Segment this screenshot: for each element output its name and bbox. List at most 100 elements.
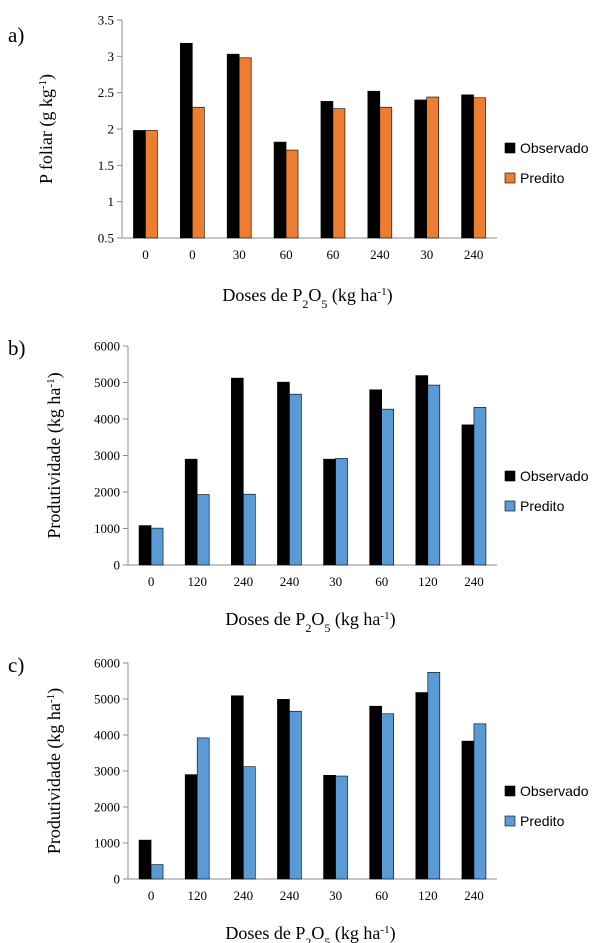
y-tick-label: 3000 [94, 764, 120, 779]
x-axis-title-part: ) [390, 609, 396, 630]
bar-observado-4 [323, 775, 336, 880]
y-axis-title-tail: ) [44, 372, 65, 378]
legend-swatch-predito [504, 500, 516, 512]
bar-predito-2 [238, 57, 252, 239]
bar-predito-7 [473, 407, 487, 566]
x-axis-title-part: O [311, 923, 324, 943]
legend-label-observado: Observado [520, 783, 589, 799]
y-tick-label: 3 [108, 49, 115, 64]
x-tick-label: 240 [280, 574, 300, 589]
bar-observado-4 [323, 458, 336, 566]
bar-observado-0 [138, 839, 152, 880]
bar-observado-6 [415, 692, 429, 880]
chart-panel-b: b) 0 1000 2000 3000 4000 5000 6000 0 120 240 240 30 6… [8, 336, 589, 635]
x-axis-title-sub: 2 [305, 935, 311, 943]
x-axis-title-part: (kg ha [327, 285, 377, 306]
bar-observado-4 [320, 101, 334, 239]
x-axis-title-part: O [308, 285, 321, 305]
x-tick-label: 120 [418, 888, 438, 903]
legend-label-predito: Predito [520, 170, 565, 186]
y-tick-label: 2000 [94, 800, 120, 815]
y-tick-label: 6000 [94, 339, 120, 354]
x-axis-title: Doses de P2O5 (kg ha-1) [222, 285, 392, 311]
panel-label: a) [8, 23, 24, 47]
bar-predito-6 [427, 672, 441, 880]
x-tick-label: 0 [148, 888, 155, 903]
x-tick-label: 0 [189, 247, 196, 262]
y-axis-title-main: P foliar (g kg [36, 89, 57, 184]
x-tick-label: 120 [418, 574, 438, 589]
bar-observado-7 [461, 424, 475, 566]
x-axis-title-sub: 5 [324, 621, 330, 635]
bar-predito-0 [150, 527, 164, 566]
bar-predito-2 [243, 493, 256, 566]
legend-swatch-predito [504, 815, 516, 827]
legend-swatch-observado [504, 470, 516, 482]
chart-panel-c: c) 0 1000 2000 3000 4000 5000 6000 0 120 240 240 30 6… [8, 653, 589, 943]
x-tick-label: 240 [280, 888, 300, 903]
y-tick-label: 1000 [94, 836, 120, 851]
x-tick-label: 240 [234, 574, 254, 589]
bar-predito-5 [381, 408, 394, 566]
x-tick-label: 30 [420, 247, 433, 262]
bar-predito-1 [196, 737, 210, 880]
x-tick-label: 30 [329, 574, 342, 589]
bar-predito-3 [285, 149, 299, 239]
x-tick-label: 60 [326, 247, 339, 262]
x-axis-title-part: Doses de P [222, 285, 302, 305]
y-axis-title-main: Produtividade (kg ha [44, 388, 65, 539]
x-tick-label: 120 [187, 888, 207, 903]
legend-label-predito: Predito [520, 498, 565, 514]
x-axis-title-sup: -1 [380, 610, 389, 622]
y-axis-title-sup: -1 [45, 378, 57, 387]
y-tick-label: 0 [114, 872, 121, 887]
x-axis-title-part: Doses de P [225, 923, 305, 943]
legend-label-observado: Observado [520, 468, 589, 484]
y-tick-label: 1 [108, 194, 115, 209]
legend-swatch-predito [504, 172, 516, 184]
bar-observado-3 [277, 381, 290, 566]
x-tick-label: 60 [280, 247, 293, 262]
bar-observado-5 [369, 389, 382, 566]
x-axis-title-sub: 2 [305, 621, 311, 635]
x-tick-label: 30 [329, 888, 342, 903]
x-axis-title-part: (kg ha [330, 609, 380, 630]
legend-label-observado: Observado [520, 140, 589, 156]
x-tick-label: 0 [142, 247, 149, 262]
x-axis-title: Doses de P2O5 (kg ha-1) [225, 923, 395, 943]
bar-predito-1 [192, 106, 205, 239]
bar-observado-5 [367, 90, 381, 239]
bar-predito-4 [335, 775, 348, 880]
x-tick-label: 240 [464, 888, 484, 903]
bar-predito-7 [473, 97, 486, 239]
x-tick-label: 240 [464, 574, 484, 589]
y-tick-label: 5000 [94, 375, 120, 390]
panel-label: b) [8, 336, 26, 360]
bar-observado-6 [414, 99, 427, 239]
bar-predito-4 [335, 458, 348, 566]
panel-label: c) [8, 653, 24, 677]
y-tick-label: 0 [114, 558, 121, 573]
x-axis-title-part: Doses de P [225, 609, 305, 629]
x-axis-title-part: (kg ha [330, 923, 380, 943]
x-tick-label: 240 [370, 247, 390, 262]
y-axis-title-tail: ) [36, 74, 57, 80]
bar-observado-0 [133, 130, 146, 239]
bar-predito-6 [426, 96, 439, 239]
x-axis-title-sub: 5 [321, 297, 327, 311]
y-tick-label: 3000 [94, 448, 120, 463]
x-tick-label: 30 [233, 247, 246, 262]
bar-predito-5 [379, 106, 393, 239]
legend-label-predito: Predito [520, 813, 565, 829]
bar-observado-2 [231, 695, 244, 880]
y-tick-label: 2000 [94, 485, 120, 500]
y-axis-title: Produtividade (kg ha-1) [44, 688, 65, 854]
bar-predito-3 [289, 710, 302, 880]
y-tick-label: 1.5 [98, 158, 114, 173]
y-tick-label: 2.5 [98, 85, 114, 100]
x-axis-title-sup: -1 [377, 286, 386, 298]
x-tick-label: 240 [464, 247, 484, 262]
bar-observado-7 [461, 94, 474, 239]
bar-predito-6 [427, 384, 441, 566]
